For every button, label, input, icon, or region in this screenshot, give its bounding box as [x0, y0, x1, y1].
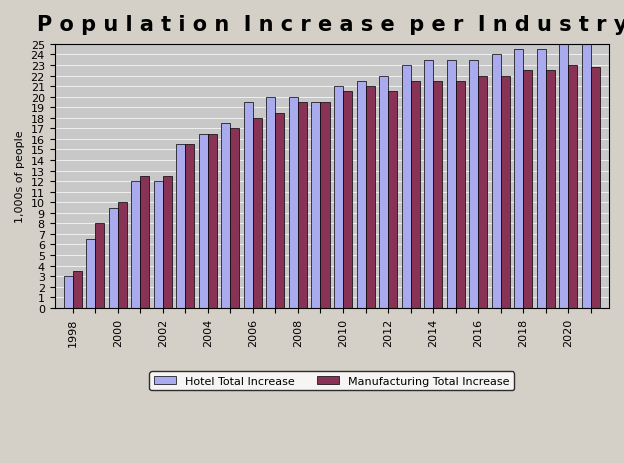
Bar	[456, 81, 465, 308]
Bar	[176, 145, 185, 308]
Bar	[275, 113, 285, 308]
Bar	[559, 45, 568, 308]
Bar	[514, 50, 524, 308]
Bar	[568, 66, 577, 308]
Bar	[95, 224, 104, 308]
Bar	[163, 176, 172, 308]
Bar	[244, 103, 253, 308]
Bar	[524, 71, 532, 308]
Bar	[222, 124, 230, 308]
Bar	[433, 81, 442, 308]
Bar	[185, 145, 194, 308]
Bar	[334, 87, 343, 308]
Bar	[356, 81, 366, 308]
Bar	[411, 81, 420, 308]
Bar	[208, 134, 217, 308]
Bar	[537, 50, 546, 308]
Bar	[154, 182, 163, 308]
Bar	[72, 271, 82, 308]
Bar	[109, 208, 118, 308]
Bar	[311, 103, 321, 308]
Bar	[298, 103, 307, 308]
Bar	[582, 45, 591, 308]
Bar	[501, 76, 510, 308]
Bar	[366, 87, 374, 308]
Bar	[388, 92, 397, 308]
Bar	[424, 61, 433, 308]
Bar	[402, 66, 411, 308]
Y-axis label: 1,000s of people: 1,000s of people	[15, 130, 25, 223]
Bar	[343, 92, 352, 308]
Bar	[546, 71, 555, 308]
Bar	[492, 55, 501, 308]
Legend: Hotel Total Increase, Manufacturing Total Increase: Hotel Total Increase, Manufacturing Tota…	[150, 372, 514, 390]
Bar	[478, 76, 487, 308]
Bar	[379, 76, 388, 308]
Bar	[64, 276, 72, 308]
Bar	[447, 61, 456, 308]
Bar	[131, 182, 140, 308]
Bar	[230, 129, 240, 308]
Title: P o p u l a t i o n  I n c r e a s e  p e r  I n d u s t r y: P o p u l a t i o n I n c r e a s e p e …	[37, 15, 624, 35]
Bar	[86, 240, 95, 308]
Bar	[321, 103, 329, 308]
Bar	[591, 68, 600, 308]
Bar	[253, 119, 262, 308]
Bar	[469, 61, 478, 308]
Bar	[289, 98, 298, 308]
Bar	[199, 134, 208, 308]
Bar	[266, 98, 275, 308]
Bar	[118, 203, 127, 308]
Bar	[140, 176, 149, 308]
